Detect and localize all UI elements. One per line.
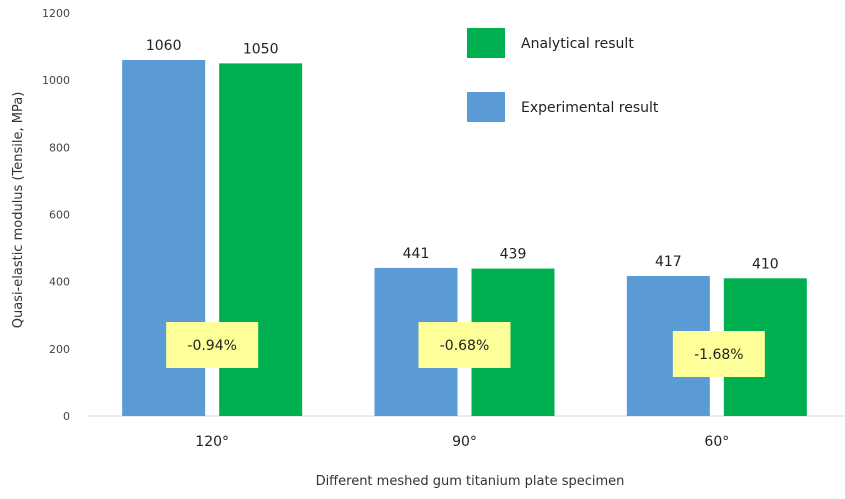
x-tick-label: 60° <box>704 434 729 450</box>
y-tick-label: 1200 <box>42 7 70 20</box>
y-tick-label: 600 <box>49 209 70 222</box>
bar-value-label: 441 <box>403 246 430 262</box>
legend-label: Experimental result <box>521 100 659 116</box>
x-axis-label: Different meshed gum titanium plate spec… <box>316 474 625 489</box>
legend-swatch <box>467 28 505 58</box>
difference-annotation-text: -0.68% <box>440 338 490 354</box>
difference-annotation-box <box>418 322 511 368</box>
legend-label: Analytical result <box>521 36 634 52</box>
bar-value-label: 410 <box>752 256 779 272</box>
y-tick-label: 200 <box>49 343 70 356</box>
difference-annotation-box <box>672 331 765 377</box>
x-tick-label: 90° <box>452 434 477 450</box>
bar-value-label: 1060 <box>146 38 182 54</box>
y-axis-label: Quasi-elastic modulus (Tensile, MPa) <box>11 92 26 329</box>
y-tick-label: 1000 <box>42 74 70 87</box>
y-tick-label: 800 <box>49 141 70 154</box>
difference-annotation-box <box>166 322 259 368</box>
y-tick-label: 0 <box>63 410 70 423</box>
difference-annotation-text: -0.94% <box>187 338 237 354</box>
x-tick-label: 120° <box>195 434 229 450</box>
bar-value-label: 1050 <box>243 41 279 57</box>
bar-value-label: 417 <box>655 254 682 270</box>
y-tick-label: 400 <box>49 276 70 289</box>
bar-value-label: 439 <box>500 247 527 263</box>
legend-swatch <box>467 92 505 122</box>
difference-annotation-text: -1.68% <box>694 347 744 363</box>
